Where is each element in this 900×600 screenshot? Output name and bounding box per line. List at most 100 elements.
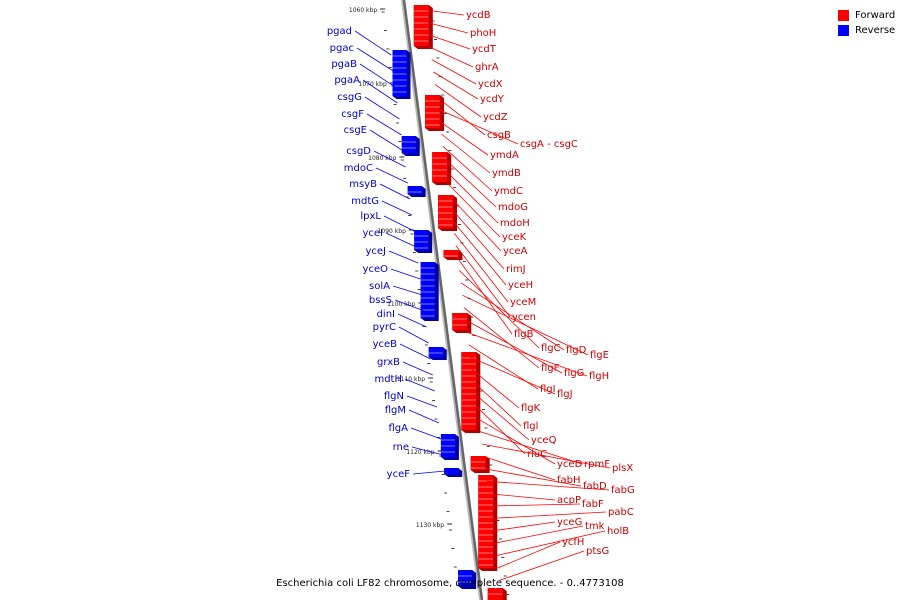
reverse-leader-line — [375, 167, 408, 184]
reverse-gene-label: yceJ — [365, 246, 386, 257]
reverse-gene-label: rne — [393, 442, 409, 453]
reverse-gene-label: csgG — [337, 92, 362, 103]
forward-gene-label: fabD — [583, 481, 607, 492]
reverse-leader-line — [390, 268, 421, 280]
reverse-swatch — [838, 25, 849, 36]
reverse-gene-label: csgF — [341, 109, 364, 120]
reverse-leader-line — [402, 361, 433, 376]
forward-gene-label: ycdT — [472, 44, 497, 55]
reverse-gene-label: yceB — [373, 339, 398, 350]
forward-gene-block-face — [432, 152, 448, 182]
forward-leader-line — [473, 381, 522, 427]
forward-gene-block-face — [478, 475, 494, 568]
forward-leader-line — [425, 9, 465, 16]
reverse-gene-label: mdtH — [374, 374, 402, 385]
reverse-gene-label: msyB — [349, 179, 377, 190]
reverse-leader-line — [397, 313, 427, 328]
scale-label: 1130 kbp — [416, 522, 444, 529]
forward-gene-block — [470, 456, 490, 473]
forward-leader-line — [465, 319, 563, 374]
forward-gene-label: flgE — [590, 350, 609, 361]
reverse-gene-label: dinI — [377, 309, 395, 320]
forward-gene-block-face — [413, 5, 429, 46]
forward-gene-label: ycdB — [466, 10, 491, 21]
forward-leader-line — [484, 468, 582, 487]
reverse-gene-label: lpxL — [360, 211, 381, 222]
reverse-gene-label: mdtG — [351, 196, 379, 207]
forward-leader-line — [433, 71, 479, 100]
forward-gene-label: yceK — [502, 232, 527, 243]
forward-gene-block-face — [437, 195, 453, 228]
forward-leader-line — [455, 245, 511, 318]
forward-leader-line — [439, 121, 489, 156]
reverse-gene-block — [414, 230, 433, 253]
label-layer: ycdBphoHycdTghrAycdXycdYycdZcsgBcsgA - c… — [327, 9, 635, 581]
forward-gene-label: yceD — [557, 459, 583, 470]
forward-swatch — [838, 10, 849, 21]
legend-item-forward[interactable]: Forward — [838, 8, 895, 23]
reverse-gene-block — [401, 136, 420, 156]
forward-gene-block-face — [461, 352, 477, 430]
reverse-leader-line — [399, 343, 431, 360]
forward-leader-line — [434, 84, 482, 118]
forward-leader-line — [444, 158, 497, 208]
reverse-gene-label: pyrC — [373, 322, 396, 333]
forward-leader-line — [458, 270, 540, 349]
legend-item-reverse[interactable]: Reverse — [838, 23, 895, 38]
forward-gene-label: yceA — [503, 246, 528, 257]
forward-gene-label: acpP — [557, 495, 581, 506]
forward-gene-block — [443, 250, 463, 260]
forward-gene-label: rpmF — [584, 459, 610, 470]
forward-gene-label: csgA - csgC — [520, 139, 578, 150]
forward-leader-line — [447, 183, 501, 238]
reverse-leader-line — [373, 150, 406, 168]
forward-gene-label: fabH — [557, 475, 581, 486]
backbone-layer — [401, 0, 484, 600]
forward-leader-line — [479, 431, 583, 465]
reverse-gene-block — [428, 347, 447, 360]
reverse-leader-line — [406, 395, 438, 408]
reverse-gene-label: flgN — [384, 391, 404, 402]
forward-leader-line — [450, 208, 505, 270]
reverse-gene-block — [407, 186, 426, 197]
forward-leader-line — [438, 108, 519, 145]
reverse-leader-line — [412, 470, 446, 475]
forward-leader-line — [499, 550, 585, 581]
reverse-leader-line — [394, 299, 425, 312]
reverse-leader-line — [388, 250, 419, 264]
reverse-leader-line — [408, 409, 440, 424]
reverse-gene-block-face — [401, 136, 416, 153]
forward-gene-block — [413, 5, 433, 49]
reverse-leader-line — [392, 285, 423, 296]
reverse-leader-line — [354, 30, 392, 56]
reverse-leader-line — [364, 96, 400, 120]
forward-leader-line — [428, 34, 471, 50]
forward-leader-line — [449, 195, 502, 252]
forward-gene-block — [432, 152, 452, 185]
scale-label: 1120 kbp — [406, 449, 434, 456]
forward-gene-label: ptsG — [586, 546, 609, 557]
reverse-gene-label: pgac — [330, 43, 354, 54]
reverse-gene-label: solA — [369, 281, 390, 292]
forward-gene-label: flgl — [523, 421, 538, 432]
forward-gene-label: fabG — [611, 485, 635, 496]
legend-label-reverse: Reverse — [855, 25, 896, 36]
forward-leader-line — [492, 521, 556, 532]
forward-leader-line — [471, 369, 520, 409]
forward-gene-label: flgH — [589, 371, 609, 382]
forward-gene-label: ymdC — [494, 186, 523, 197]
forward-gene-label: flgB — [514, 329, 534, 340]
forward-gene-label: ycdX — [478, 79, 503, 90]
legend: Forward Reverse — [838, 8, 895, 38]
forward-gene-block-face — [452, 313, 468, 330]
reverse-leader-line — [369, 129, 404, 152]
forward-leader-line — [475, 394, 530, 441]
reverse-gene-block-face — [407, 186, 422, 194]
reverse-gene-block-face — [414, 230, 429, 250]
legend-label-forward: Forward — [855, 10, 896, 21]
reverse-leader-line — [383, 215, 415, 232]
forward-leader-line — [436, 96, 486, 136]
reverse-gene-label: yceF — [387, 469, 411, 480]
forward-leader-line — [497, 541, 561, 569]
forward-gene-label: fabF — [582, 499, 604, 510]
